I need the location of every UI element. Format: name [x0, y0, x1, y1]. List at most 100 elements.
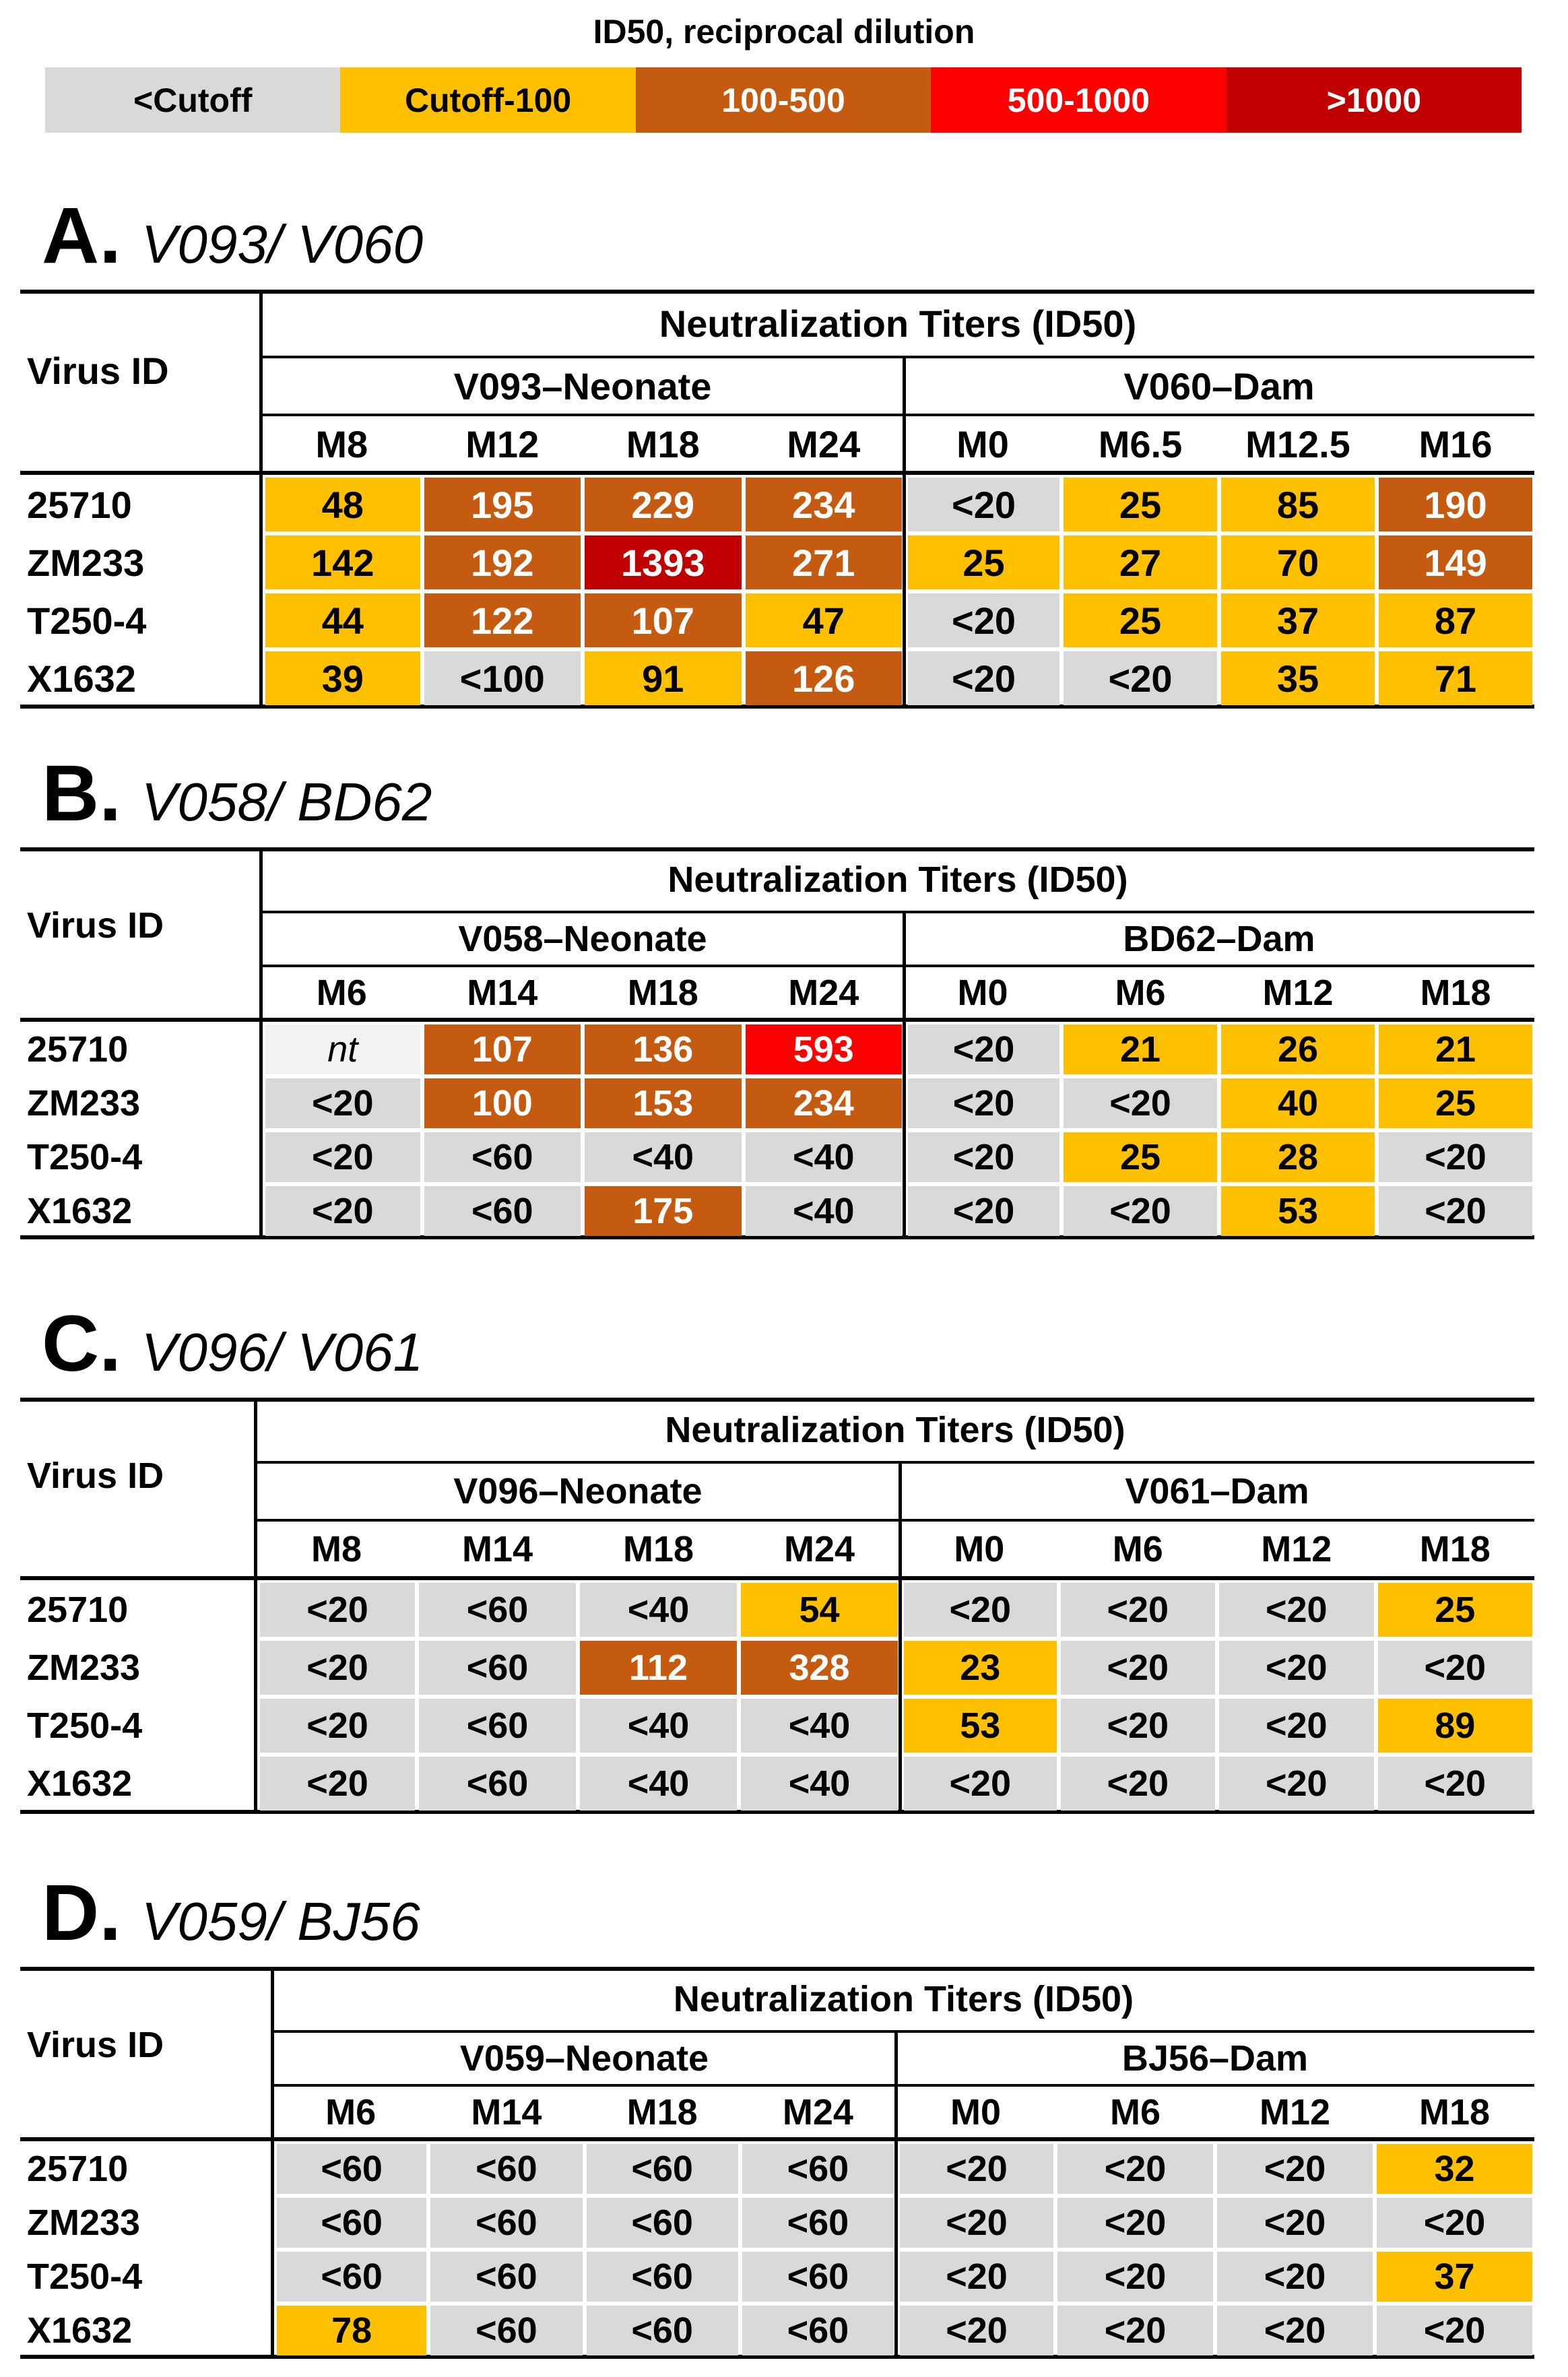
titer-cell: 234 — [745, 478, 902, 531]
titer-cell: <20 — [1060, 1699, 1215, 1753]
table-rule — [20, 1810, 1534, 1814]
titer-cell: <20 — [1219, 1757, 1374, 1811]
titers-header: Neutralization Titers (ID50) — [673, 1979, 1134, 2019]
timepoint-header: M12 — [1259, 2092, 1331, 2132]
virus-id-header: Virus ID — [27, 2025, 164, 2065]
column-rule — [254, 1398, 257, 1814]
titer-cell: 328 — [741, 1641, 898, 1695]
timepoint-header: M0 — [956, 422, 1009, 465]
titer-cell: 47 — [745, 593, 902, 647]
table-rule — [20, 1576, 1534, 1580]
titer-cell: 175 — [585, 1186, 742, 1236]
color-legend: <Cutoff Cutoff-100 100-500 500-1000 >1000 — [45, 67, 1522, 133]
timepoint-header: M0 — [954, 1529, 1005, 1569]
virus-id-cell: X1632 — [27, 1763, 133, 1804]
titer-cell: 25 — [1064, 1132, 1217, 1182]
titer-cell: <40 — [585, 1132, 742, 1182]
titer-cell: 32 — [1377, 2144, 1532, 2194]
virus-id-header: Virus ID — [27, 905, 164, 946]
dam-group-header: V061–Dam — [1125, 1471, 1309, 1511]
titer-cell: <100 — [424, 651, 581, 705]
titer-cell: <20 — [265, 1132, 420, 1182]
virus-id-cell: T250-4 — [27, 2256, 143, 2297]
titer-cell: <20 — [1064, 651, 1217, 705]
timepoint-header: M16 — [1418, 422, 1493, 465]
timepoint-header: M6 — [1109, 2092, 1161, 2132]
timepoint-header: M24 — [782, 2092, 853, 2132]
titer-cell: <20 — [260, 1757, 415, 1811]
neonate-group-header: V093–Neonate — [453, 364, 712, 408]
virus-id-cell: T250-4 — [27, 1137, 143, 1177]
timepoint-header: M6 — [316, 973, 367, 1013]
titer-cell: <20 — [1217, 2198, 1373, 2248]
titer-cell: 35 — [1221, 651, 1375, 705]
timepoint-header: M18 — [626, 422, 700, 465]
titer-cell: <60 — [586, 2252, 738, 2302]
column-rule — [259, 847, 263, 1239]
titer-cell: <20 — [908, 651, 1059, 705]
timepoint-header: M18 — [622, 1529, 694, 1569]
timepoint-header: M24 — [788, 973, 859, 1013]
titer-cell: 100 — [424, 1078, 581, 1128]
titer-cell: 78 — [277, 2306, 427, 2355]
timepoint-header: M18 — [1418, 2092, 1491, 2132]
titer-cell: <20 — [260, 1699, 415, 1753]
column-rule — [899, 1462, 902, 1814]
virus-id-header: Virus ID — [27, 349, 169, 392]
virus-id-cell: 25710 — [27, 2149, 129, 2189]
neonate-group-header: V096–Neonate — [453, 1471, 703, 1511]
titer-cell: 190 — [1379, 478, 1532, 531]
titer-cell: <20 — [1057, 2252, 1213, 2302]
table-rule — [256, 1461, 1534, 1464]
timepoint-header: M6 — [325, 2092, 377, 2132]
titer-cell: 195 — [424, 478, 581, 531]
titer-cell: 234 — [745, 1078, 902, 1128]
titer-cell: <20 — [1219, 1583, 1374, 1637]
titer-cell: 27 — [1064, 535, 1217, 589]
titer-cell: 107 — [424, 1024, 581, 1074]
timepoint-header: M12 — [465, 422, 540, 465]
titer-cell: <60 — [424, 1186, 581, 1236]
titer-cell: <60 — [277, 2252, 427, 2302]
titer-cell: <20 — [1057, 2198, 1213, 2248]
titer-cell: <20 — [900, 2198, 1053, 2248]
titer-cell: <20 — [1219, 1699, 1374, 1753]
titer-cell: 21 — [1064, 1024, 1217, 1074]
table-rule — [261, 356, 1534, 358]
virus-id-header: Virus ID — [27, 1456, 164, 1496]
virus-id-cell: X1632 — [27, 2310, 133, 2351]
virus-id-cell: ZM233 — [27, 1648, 141, 1688]
timepoint-header: M18 — [1419, 1529, 1491, 1569]
titer-cell: <60 — [742, 2306, 894, 2355]
legend-swatch: >1000 — [1226, 67, 1522, 133]
titer-cell: <60 — [430, 2144, 583, 2194]
panel-letter: A. — [42, 191, 121, 280]
neonate-group-header: V058–Neonate — [458, 919, 707, 959]
virus-id-cell: ZM233 — [27, 541, 145, 584]
titer-cell: 271 — [745, 535, 902, 589]
panel-letter: D. — [42, 1868, 121, 1957]
timepoint-header: M18 — [626, 2092, 698, 2132]
titer-cell: <60 — [586, 2144, 738, 2194]
titer-cell: 149 — [1379, 535, 1532, 589]
titer-cell: 54 — [741, 1583, 898, 1637]
titer-table: Neutralization Titers (ID50) V096–Neonate… — [20, 1398, 1534, 1814]
titer-cell: <20 — [908, 1132, 1059, 1182]
titer-cell: <20 — [1377, 2198, 1532, 2248]
titer-cell: <60 — [277, 2198, 427, 2248]
titer-cell: 136 — [585, 1024, 742, 1074]
timepoint-header: M12.5 — [1245, 422, 1350, 465]
neonate-group-header: V059–Neonate — [459, 2038, 709, 2079]
titer-cell: <20 — [1379, 1186, 1532, 1236]
titer-cell: 25 — [1064, 478, 1217, 531]
titer-cell: <60 — [430, 2198, 583, 2248]
titer-cell: 53 — [1221, 1186, 1375, 1236]
titer-cell: 71 — [1379, 651, 1532, 705]
table-rule — [261, 965, 1534, 967]
table-rule — [20, 1018, 1534, 1022]
panel-pair: V093/ V060 — [141, 214, 424, 274]
titer-cell: <20 — [1064, 1186, 1217, 1236]
virus-id-cell: 25710 — [27, 483, 132, 526]
column-rule — [894, 2031, 898, 2359]
titer-cell: 142 — [265, 535, 420, 589]
